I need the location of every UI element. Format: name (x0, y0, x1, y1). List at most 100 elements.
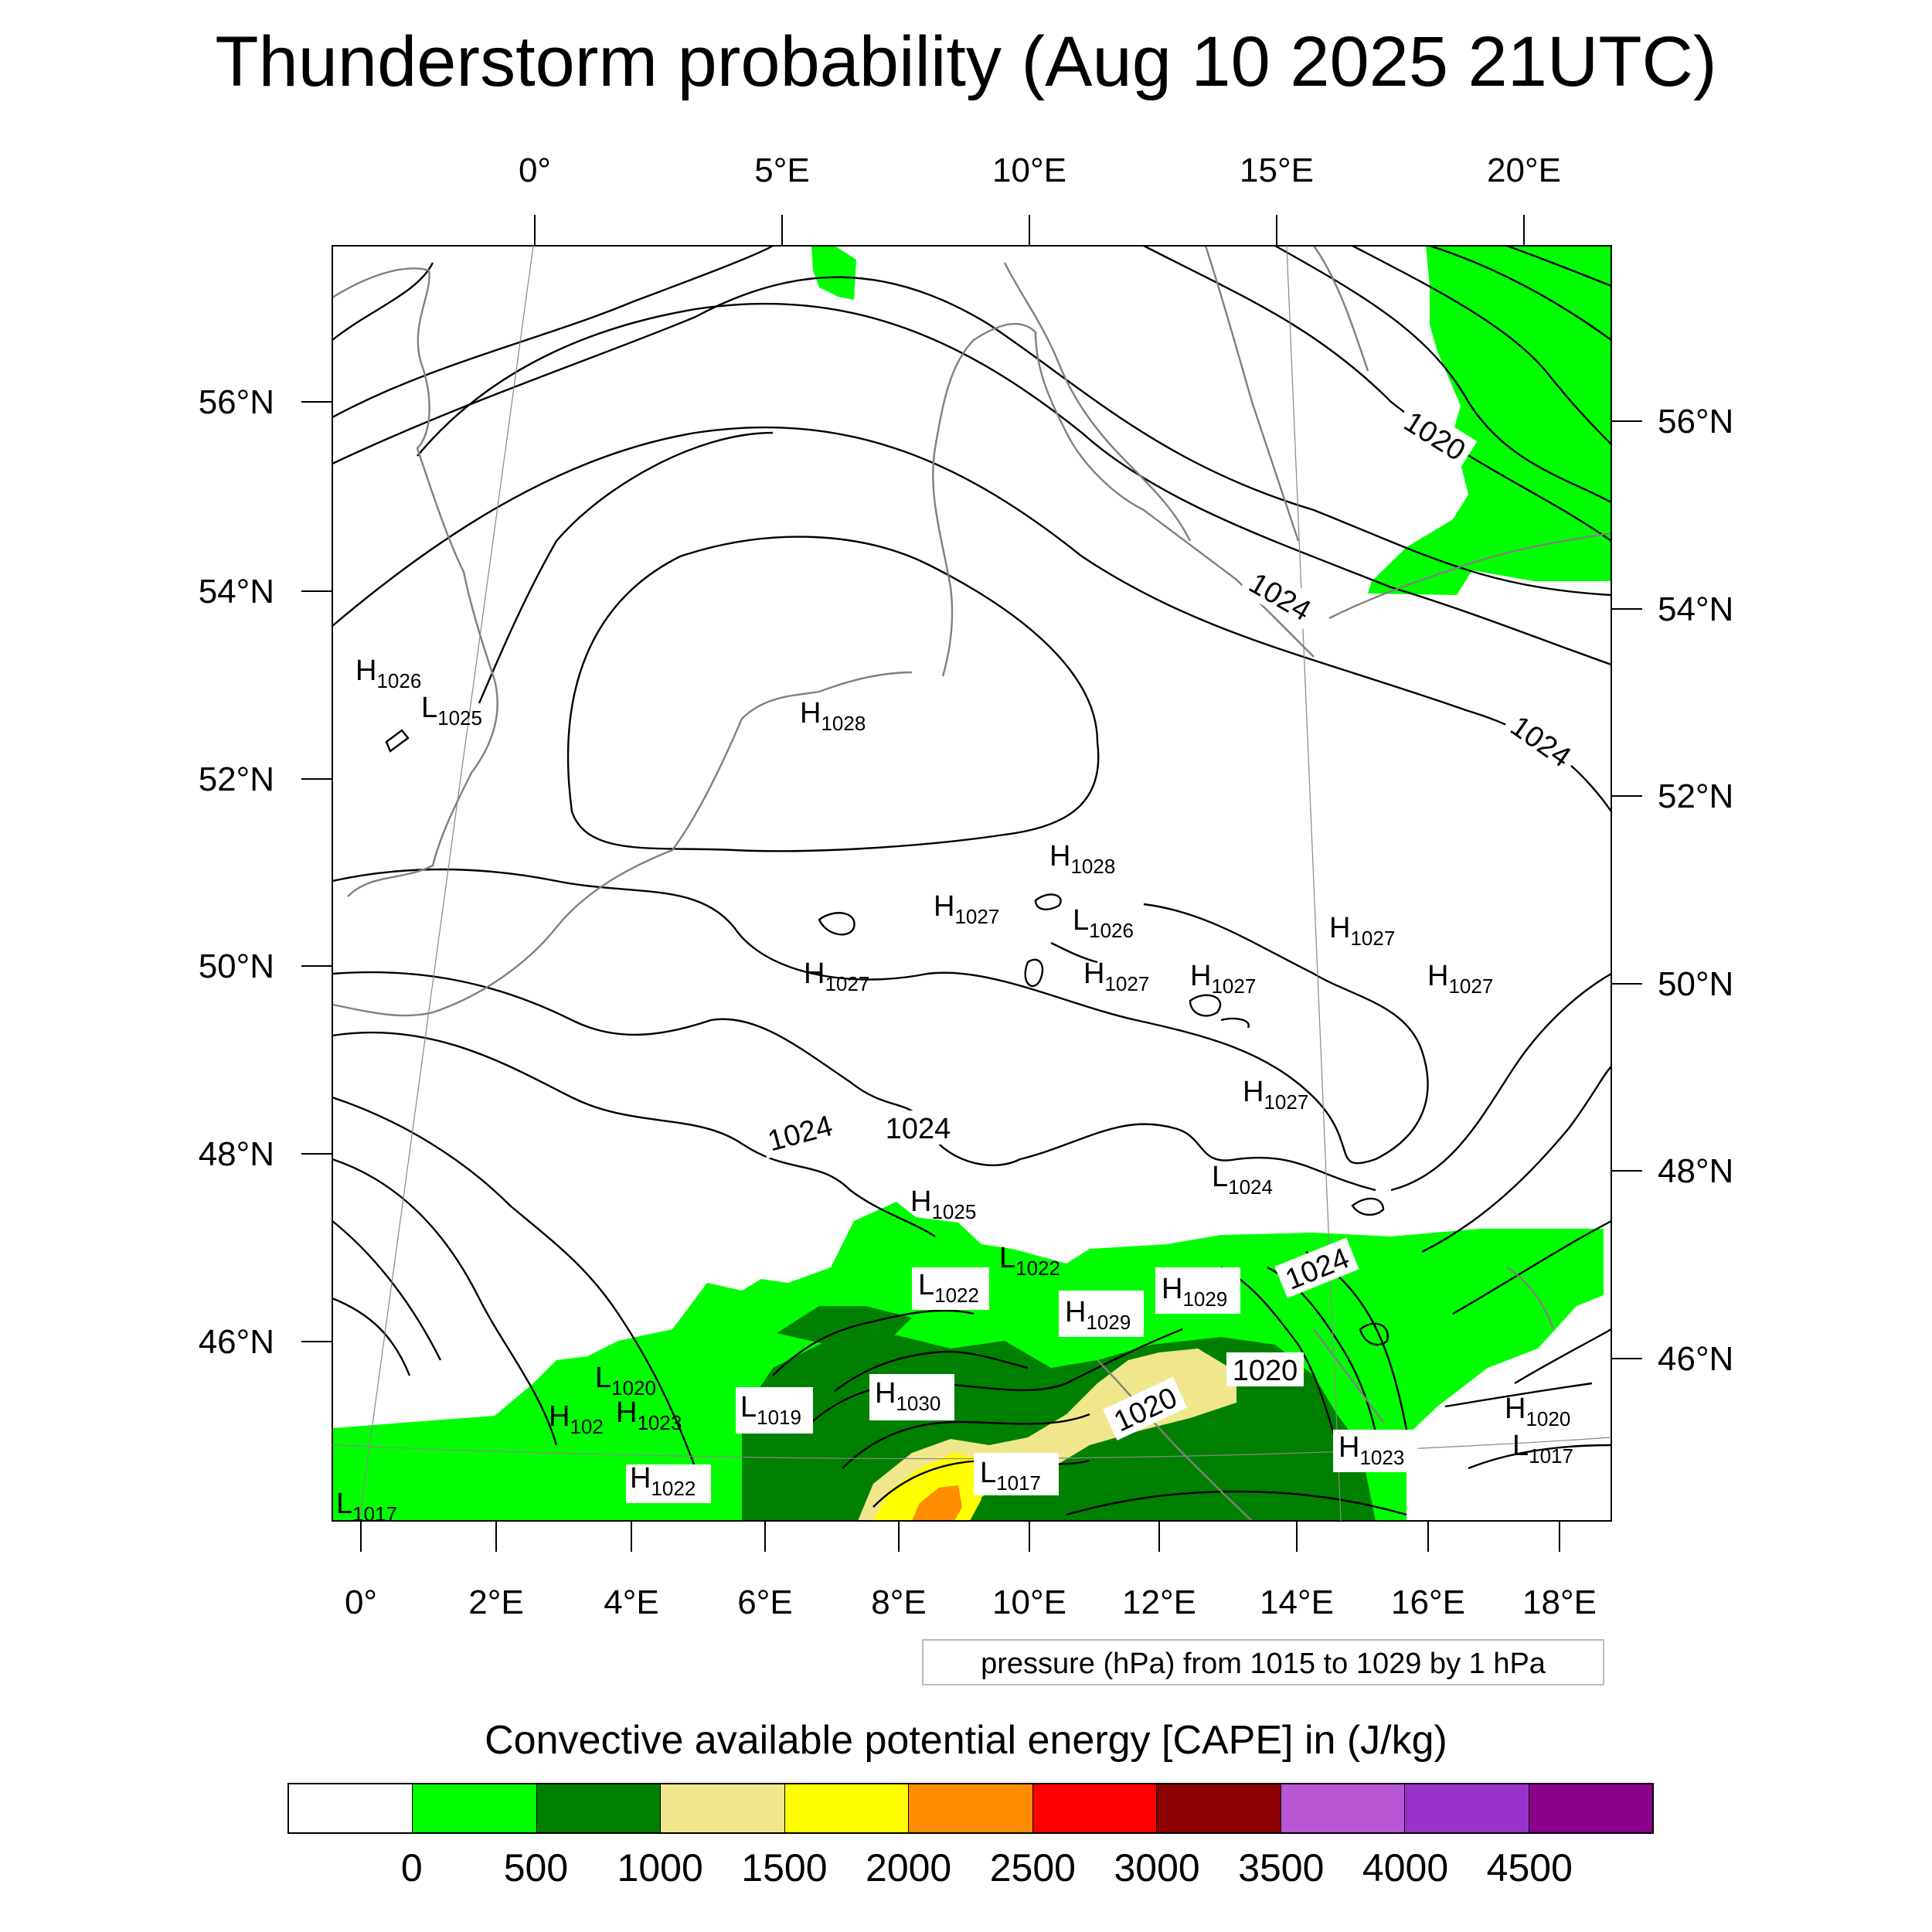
contour-info-box: pressure (hPa) from 1015 to 1029 by 1 hP… (922, 1639, 1604, 1685)
pressure-center: H1022 (630, 1462, 696, 1500)
pressure-center: L1017 (980, 1457, 1041, 1495)
isobar (385, 729, 410, 753)
bottom-tick: 12°E (1122, 1583, 1196, 1621)
top-tick: 20°E (1487, 151, 1561, 189)
colorbar-label: 1500 (741, 1846, 828, 1889)
isobar (834, 1350, 1029, 1392)
colorbar-label: 1000 (617, 1846, 703, 1889)
isobar (1452, 1219, 1612, 1315)
isobar (1444, 1382, 1593, 1408)
left-tick: 50°N (199, 947, 274, 985)
cape-area-orange (912, 1485, 962, 1521)
bottom-tick: 14°E (1260, 1583, 1334, 1621)
colorbar-swatch (1032, 1784, 1157, 1832)
colorbar-swatch (1528, 1784, 1652, 1832)
pressure-center: H1028 (1049, 840, 1115, 878)
pressure-center: H1030 (875, 1377, 940, 1415)
right-tick: 54°N (1658, 590, 1733, 628)
colorbar-swatch (660, 1784, 784, 1832)
coastline (332, 267, 498, 897)
cape-area-dark-2 (777, 1306, 912, 1345)
colorbar-swatch (289, 1784, 413, 1832)
pressure-center: L1024 (1212, 1161, 1273, 1199)
bottom-tick: 8°E (871, 1583, 926, 1621)
colorbar-title: Convective available potential energy [C… (485, 1718, 1447, 1763)
isobar (1220, 1017, 1250, 1029)
isobar (332, 1297, 411, 1376)
isobar (1352, 244, 1612, 445)
tick-marks (301, 215, 1642, 1552)
isobar (417, 302, 1612, 666)
isobar-highs (385, 729, 1389, 1346)
right-tick: 46°N (1658, 1340, 1733, 1378)
pressure-center: H1028 (800, 697, 866, 735)
coastlines (332, 245, 1612, 1522)
left-tick: 52°N (199, 760, 274, 798)
pressure-center: H1023 (1338, 1431, 1404, 1469)
isobar (1359, 1322, 1389, 1346)
isobar (332, 1220, 442, 1361)
pressure-center: H1027 (1190, 960, 1256, 998)
isobar (1351, 1197, 1385, 1216)
pressure-center: H1027 (1083, 957, 1149, 995)
isobar (1024, 958, 1044, 987)
pressure-center: H1027 (934, 890, 999, 928)
pressure-centers: H1026 L1025 H1028 H1028 H1027 L1026 H102… (336, 655, 1573, 1526)
pressure-center: L1017 (1512, 1430, 1573, 1468)
bottom-tick: 4°E (604, 1583, 658, 1621)
colorbar-label: 4500 (1486, 1846, 1573, 1889)
colorbar-label: 4000 (1362, 1846, 1449, 1889)
pressure-center: L1019 (740, 1391, 801, 1429)
isobar (566, 536, 1100, 852)
pressure-center: L1022 (999, 1242, 1060, 1280)
bottom-tick: 2°E (468, 1583, 523, 1621)
left-axis-labels: 56°N 54°N 52°N 50°N 48°N 46°N (199, 383, 274, 1361)
pressure-center: H1023 (616, 1396, 682, 1434)
colorbar-swatch (1156, 1784, 1281, 1832)
pressure-center: L1017 (336, 1488, 397, 1526)
isobar (332, 244, 774, 419)
isobar (1514, 1328, 1612, 1385)
top-axis-labels: 0° 5°E 10°E 15°E 20°E (519, 151, 1561, 189)
pressure-center: H102 (549, 1400, 604, 1438)
coastline (1313, 1328, 1384, 1423)
colorbar-label: 3000 (1114, 1846, 1200, 1889)
right-tick: 48°N (1658, 1152, 1733, 1190)
isobar (1066, 1490, 1407, 1516)
pressure-center: H1026 (355, 655, 421, 692)
pressure-center: H1029 (1065, 1296, 1131, 1334)
coastline (1003, 262, 1192, 542)
coastline (1097, 1359, 1253, 1522)
colorbar-label: 2500 (989, 1846, 1076, 1889)
right-tick: 56°N (1658, 403, 1733, 440)
isobar (1421, 1066, 1612, 1253)
isobar (1506, 244, 1612, 287)
coastline (1313, 245, 1369, 372)
pressure-center: H1027 (804, 957, 869, 995)
pressure-center: H1029 (1162, 1273, 1227, 1311)
bottom-tick: 16°E (1391, 1583, 1465, 1621)
isobar (332, 426, 1612, 812)
bottom-tick: 6°E (737, 1583, 792, 1621)
isobar (1189, 994, 1222, 1017)
top-tick: 10°E (992, 151, 1066, 189)
colorbar-swatch (412, 1784, 536, 1832)
isobar (818, 912, 855, 936)
isobar (332, 868, 1429, 1165)
right-axis-labels: 56°N 54°N 52°N 50°N 48°N 46°N (1658, 403, 1733, 1378)
left-tick: 46°N (199, 1323, 274, 1361)
pressure-center: L1025 (421, 692, 482, 730)
coastline (332, 671, 913, 1017)
isobar (1390, 972, 1612, 1192)
isobar (332, 262, 434, 341)
pressure-center: L1020 (595, 1362, 656, 1400)
isobar (1050, 941, 1098, 964)
right-tick: 52°N (1658, 777, 1733, 815)
colorbar-swatch (784, 1784, 909, 1832)
bottom-tick: 18°E (1522, 1583, 1597, 1621)
pressure-center: H1027 (1427, 960, 1493, 998)
isobar (1429, 244, 1612, 341)
left-tick: 54°N (199, 573, 274, 611)
isobar (1274, 244, 1612, 504)
